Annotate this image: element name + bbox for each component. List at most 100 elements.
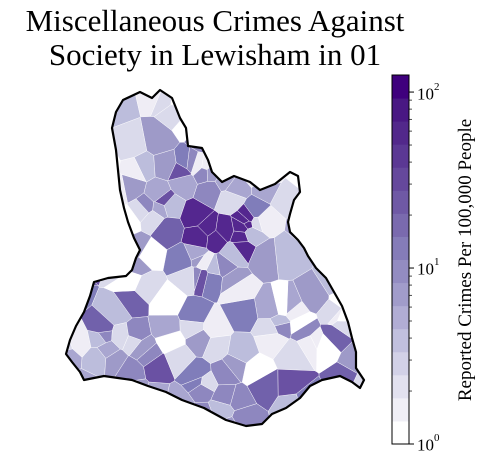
- map-region: [312, 125, 341, 148]
- map-region: [85, 160, 111, 184]
- map-region: [66, 194, 70, 225]
- map-region: [328, 101, 364, 141]
- map-region: [75, 137, 110, 150]
- map-region: [79, 120, 113, 140]
- colorbar-tick-label-10: 101: [417, 256, 440, 280]
- map-region: [94, 184, 100, 209]
- map-region: [331, 228, 364, 274]
- map-region: [336, 116, 364, 173]
- map-region: [237, 91, 261, 115]
- map-region: [275, 142, 311, 172]
- map-region: [115, 400, 143, 426]
- tick-base: 10: [417, 435, 434, 455]
- map-region: [315, 298, 342, 325]
- map-region: [88, 376, 118, 413]
- map-region: [129, 420, 171, 426]
- map-region: [66, 137, 78, 160]
- map-region: [244, 227, 271, 247]
- map-region: [269, 314, 291, 327]
- map-region: [185, 97, 206, 114]
- map-region: [167, 162, 192, 181]
- map-region: [98, 181, 107, 209]
- title-line-2: Society in Lewisham in 01: [48, 37, 382, 72]
- map-region: [336, 326, 364, 377]
- tick-exponent: 2: [434, 81, 440, 93]
- map-region: [72, 148, 98, 168]
- colorbar-step: [392, 98, 409, 122]
- map-region: [87, 208, 114, 230]
- map-region: [339, 170, 364, 197]
- map-region: [200, 90, 221, 111]
- colorbar-tick-label-1: 100: [417, 432, 440, 456]
- colorbar-step: [392, 190, 409, 214]
- colorbar-steps: [392, 75, 409, 445]
- map-region: [251, 124, 272, 154]
- colorbar-step: [392, 259, 409, 284]
- map-region: [264, 123, 281, 144]
- map-region: [68, 160, 89, 186]
- map-region: [257, 99, 281, 126]
- map-region: [103, 271, 142, 292]
- map-region: [230, 210, 250, 225]
- map-region: [144, 403, 162, 422]
- colorbar-step: [392, 144, 409, 168]
- map-region: [78, 247, 93, 276]
- colorbar-label: Reported Crimes Per 100,000 People: [455, 118, 476, 402]
- tick-exponent: 1: [434, 256, 440, 268]
- colorbar-step: [392, 282, 409, 307]
- map-region: [273, 410, 323, 426]
- colorbar-step: [392, 236, 409, 260]
- map-region: [336, 308, 364, 323]
- map-region: [66, 223, 75, 248]
- map-region: [296, 119, 315, 147]
- colorbar-step: [392, 75, 409, 99]
- colorbar-step: [392, 420, 409, 445]
- map-region: [227, 331, 260, 364]
- map-region: [320, 188, 352, 217]
- colorbar-step: [392, 167, 409, 191]
- map-region: [200, 370, 219, 393]
- map-region: [66, 267, 99, 287]
- map-region: [193, 266, 202, 291]
- map-region: [169, 404, 194, 426]
- map-region: [231, 116, 262, 135]
- map-region: [145, 397, 164, 410]
- map-region: [73, 121, 89, 140]
- map-region: [221, 353, 247, 383]
- map-region: [70, 413, 103, 426]
- map-region: [68, 209, 87, 221]
- map-region: [297, 422, 344, 426]
- colorbar-step: [392, 397, 409, 422]
- map-region: [132, 401, 150, 426]
- map-region: [157, 413, 186, 426]
- map-region: [241, 108, 262, 120]
- map-regions: [66, 90, 364, 426]
- map-region: [162, 241, 192, 277]
- map-region: [317, 212, 334, 258]
- map-region: [182, 418, 218, 426]
- map-region: [330, 147, 364, 178]
- map-region: [329, 215, 364, 256]
- map-region: [193, 108, 207, 129]
- map-region: [85, 235, 101, 250]
- colorbar-step: [392, 305, 409, 330]
- map-region: [66, 387, 76, 426]
- map-region: [66, 99, 104, 122]
- map-region: [281, 104, 311, 125]
- map-region: [66, 348, 83, 389]
- map-region: [118, 156, 147, 183]
- colorbar-frame: [391, 74, 410, 445]
- map-region: [278, 90, 311, 118]
- map-region: [82, 198, 99, 218]
- colorbar-step: [392, 121, 409, 145]
- map-region: [66, 242, 80, 269]
- map-region: [318, 159, 352, 191]
- colorbar: [391, 74, 414, 445]
- map-region: [111, 322, 129, 351]
- map-region: [223, 121, 256, 151]
- map-region: [86, 190, 100, 209]
- map-region: [147, 314, 181, 339]
- map-region: [66, 115, 78, 146]
- colorbar-step: [392, 374, 409, 399]
